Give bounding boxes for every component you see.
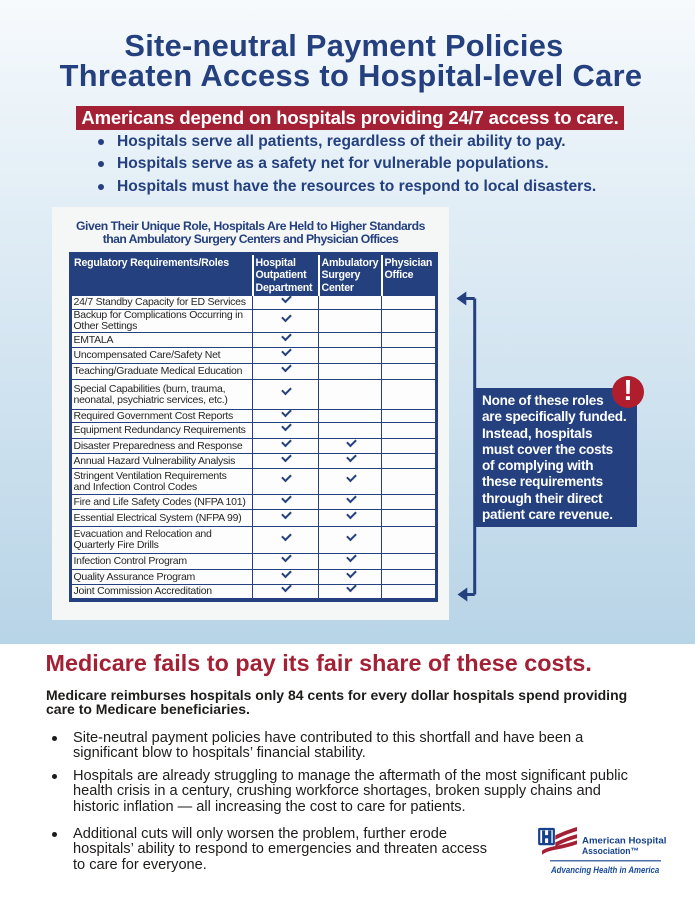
svg-text:American Hospital: American Hospital — [582, 836, 666, 846]
svg-text:Association™: Association™ — [582, 846, 639, 856]
svg-text:Advancing Health in America: Advancing Health in America — [550, 865, 660, 876]
